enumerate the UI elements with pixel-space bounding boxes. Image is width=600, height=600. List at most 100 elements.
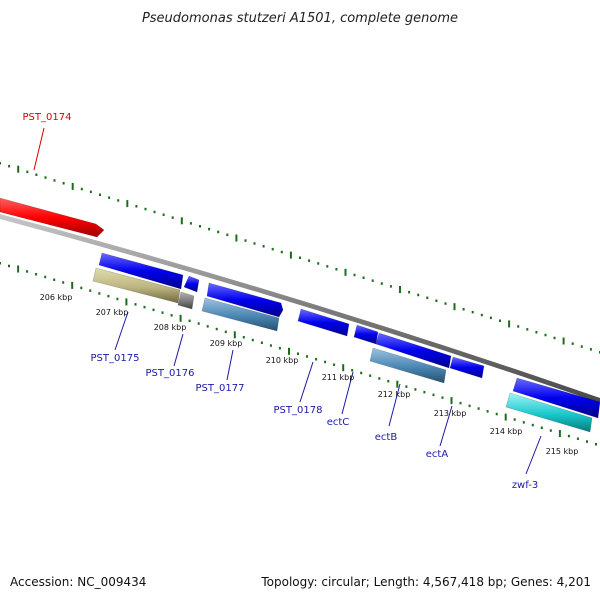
map-title: Pseudomonas stutzeri A1501, complete gen… bbox=[142, 11, 458, 26]
gene-label-ectb[interactable]: ectB bbox=[375, 432, 398, 443]
kbp-label: 207 kbp bbox=[96, 308, 129, 317]
minor-tick bbox=[35, 273, 38, 276]
minor-tick bbox=[351, 369, 354, 372]
minor-tick bbox=[326, 265, 329, 268]
minor-tick bbox=[405, 385, 408, 388]
major-tick bbox=[180, 217, 183, 225]
minor-tick bbox=[215, 327, 218, 331]
minor-tick bbox=[544, 333, 547, 337]
minor-tick bbox=[389, 285, 392, 288]
minor-tick bbox=[26, 270, 29, 273]
feature-zwf-3-cds[interactable] bbox=[512, 377, 600, 419]
major-tick bbox=[450, 397, 453, 405]
kbp-label: 209 kbp bbox=[210, 339, 243, 348]
minor-tick bbox=[89, 190, 92, 194]
minor-tick bbox=[369, 374, 372, 377]
kbp-label: 206 kbp bbox=[40, 293, 73, 302]
feature-ectb[interactable] bbox=[369, 347, 447, 384]
minor-tick bbox=[324, 360, 327, 364]
major-tick bbox=[508, 320, 511, 328]
gene-label-pst-0178[interactable]: PST_0178 bbox=[274, 405, 323, 416]
major-tick bbox=[126, 200, 129, 208]
leader-pst-0174 bbox=[33, 127, 45, 171]
feature-ecta-cds[interactable] bbox=[449, 356, 485, 379]
minor-tick bbox=[26, 170, 29, 174]
feature-pst-0175[interactable] bbox=[92, 267, 181, 304]
feature-ectb-cds[interactable] bbox=[375, 332, 452, 369]
minor-tick bbox=[280, 250, 283, 254]
major-tick bbox=[71, 182, 74, 190]
gene-label-zwf-3[interactable]: zwf-3 bbox=[512, 480, 538, 491]
feature-pst-0174[interactable] bbox=[0, 197, 105, 238]
minor-tick bbox=[153, 210, 156, 214]
minor-tick bbox=[143, 305, 146, 309]
minor-tick bbox=[378, 377, 381, 380]
minor-tick bbox=[80, 286, 83, 290]
minor-tick bbox=[362, 276, 365, 279]
feature-pst-0177[interactable] bbox=[201, 297, 280, 332]
minor-tick bbox=[244, 239, 247, 242]
minor-tick bbox=[423, 390, 426, 394]
minor-tick bbox=[586, 440, 588, 443]
minor-tick bbox=[477, 407, 480, 410]
minor-tick bbox=[188, 319, 191, 323]
minor-tick bbox=[253, 242, 256, 245]
minor-tick bbox=[197, 322, 200, 325]
minor-tick bbox=[441, 396, 444, 399]
minor-tick bbox=[580, 345, 583, 348]
major-tick bbox=[342, 364, 345, 372]
minor-tick bbox=[8, 264, 10, 268]
major-tick bbox=[396, 380, 399, 388]
minor-tick bbox=[531, 423, 534, 427]
minor-tick bbox=[278, 347, 281, 350]
feature-pst-0177-cds[interactable] bbox=[206, 282, 284, 318]
major-tick bbox=[288, 347, 290, 355]
minor-tick bbox=[517, 325, 520, 328]
minor-tick bbox=[117, 199, 120, 202]
major-tick bbox=[17, 265, 20, 273]
outer-tick-track bbox=[0, 162, 600, 354]
minor-tick bbox=[8, 164, 11, 168]
minor-tick bbox=[135, 205, 138, 208]
minor-tick bbox=[571, 342, 574, 345]
minor-tick bbox=[108, 196, 111, 199]
feature-zwf-3[interactable] bbox=[505, 392, 593, 433]
label-leaders bbox=[33, 127, 542, 475]
gene-label-pst-0175[interactable]: PST_0175 bbox=[91, 353, 140, 364]
major-tick bbox=[17, 165, 20, 173]
minor-tick bbox=[567, 434, 570, 438]
minor-tick bbox=[53, 278, 56, 281]
minor-tick bbox=[99, 193, 101, 196]
minor-tick bbox=[134, 303, 137, 306]
minor-tick bbox=[535, 331, 538, 334]
major-tick bbox=[344, 268, 347, 276]
minor-tick bbox=[199, 225, 201, 228]
inner-tick-track bbox=[0, 262, 597, 446]
gene-label-ecta[interactable]: ectA bbox=[426, 449, 449, 460]
kbp-label: 215 kbp bbox=[546, 447, 579, 456]
minor-tick bbox=[489, 316, 492, 320]
gene-label-pst-0174[interactable]: PST_0174 bbox=[23, 112, 72, 123]
minor-tick bbox=[432, 393, 435, 397]
feature-pst-0175-cds[interactable] bbox=[98, 252, 184, 290]
minor-tick bbox=[444, 302, 447, 305]
minor-tick bbox=[435, 299, 438, 302]
gene-features bbox=[0, 197, 600, 433]
leader-pst-0177 bbox=[226, 349, 234, 381]
feature-pst-0178-cds[interactable] bbox=[297, 308, 350, 337]
feature-pst-0176[interactable] bbox=[177, 291, 195, 310]
minor-tick bbox=[206, 325, 209, 328]
minor-tick bbox=[468, 404, 471, 408]
gene-label-pst-0177[interactable]: PST_0177 bbox=[196, 383, 245, 394]
minor-tick bbox=[260, 341, 263, 344]
gene-label-ectc[interactable]: ectC bbox=[327, 417, 350, 428]
gene-label-pst-0176[interactable]: PST_0176 bbox=[146, 368, 195, 379]
minor-tick bbox=[308, 259, 311, 262]
minor-tick bbox=[462, 308, 465, 311]
minor-tick bbox=[486, 410, 489, 413]
kbp-label: 213 kbp bbox=[434, 409, 467, 418]
feature-pst-0176-cds[interactable] bbox=[183, 275, 200, 293]
minor-tick bbox=[62, 281, 65, 284]
minor-tick bbox=[408, 290, 411, 294]
